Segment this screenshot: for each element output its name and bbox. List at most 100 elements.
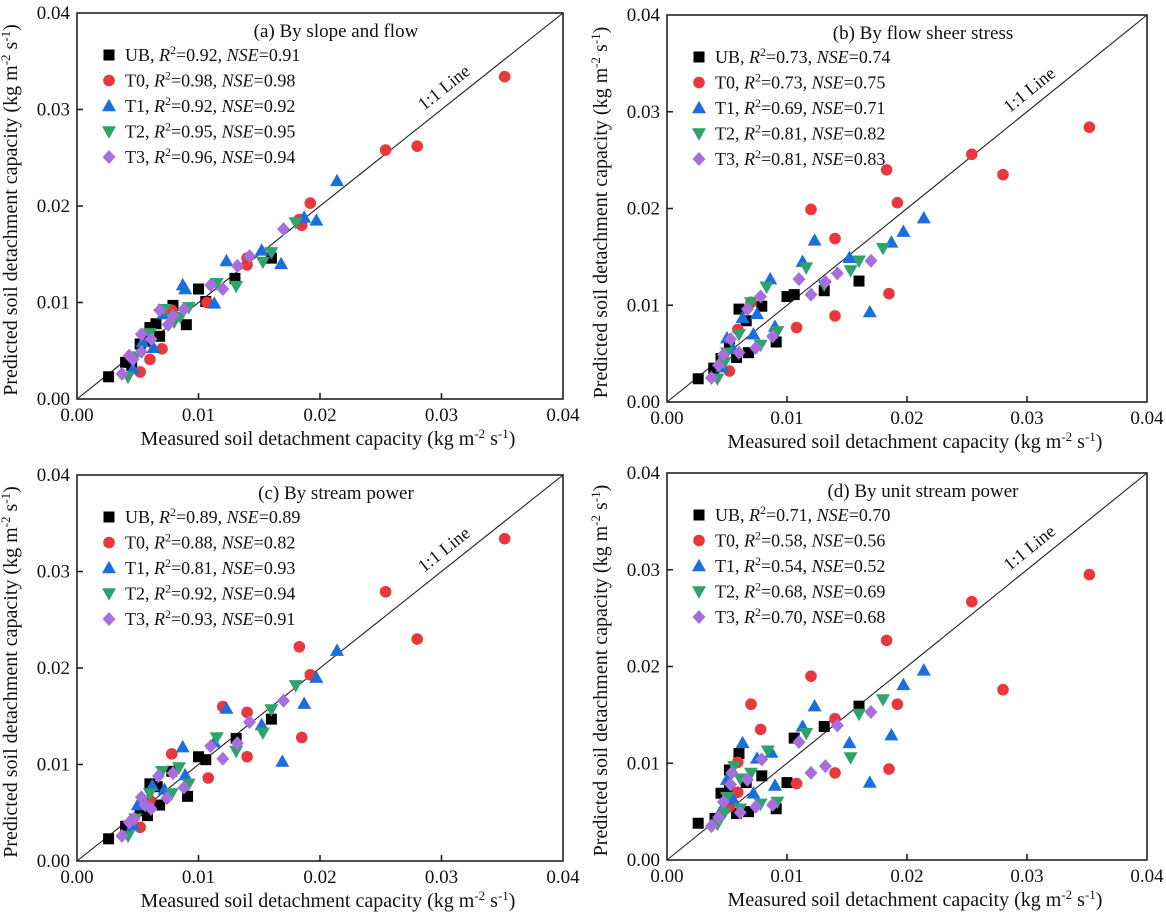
legend-nse-symbol: NSE: [811, 124, 844, 144]
legend-equals: =: [844, 124, 854, 144]
data-points: [103, 70, 511, 385]
data-point-ub: [134, 805, 146, 817]
x-axis-label-superscript: -2: [474, 888, 485, 903]
data-point-t3: [166, 766, 180, 781]
legend-item-ub: UB, R2=0.71, NSE=0.70: [693, 503, 891, 525]
legend-series-name: T2: [715, 124, 735, 144]
y-axis-label: Predicted soil detachment capacity (kg m…: [0, 24, 22, 396]
x-axis-label: Measured soil detachment capacity (kg m-…: [141, 426, 516, 451]
data-point-t0: [202, 772, 215, 784]
legend-marker-triangle-down-icon: [692, 586, 706, 599]
legend-marker-circle-icon: [103, 536, 115, 549]
data-point-t2: [164, 788, 179, 801]
data-point-t0: [805, 670, 817, 682]
legend-nse-symbol: NSE: [811, 98, 844, 118]
data-point-t3: [712, 810, 726, 825]
legend-separator: ,: [803, 124, 812, 144]
legend-nse-symbol: NSE: [816, 505, 849, 525]
legend-r2-value: 0.73: [771, 73, 803, 93]
data-point-ub: [229, 272, 241, 284]
series-t3: [115, 693, 291, 843]
legend-r2-symbol: R: [153, 147, 165, 167]
x-tick-label: 0.02: [890, 408, 923, 429]
data-point-t1: [746, 786, 761, 799]
legend-item-t2: T2, R2=0.68, NSE=0.69: [692, 580, 885, 602]
legend-r2-symbol: R: [153, 71, 165, 91]
legend-separator: ,: [803, 582, 812, 602]
legend-equals: =: [761, 607, 771, 627]
y-axis-label-part: s: [590, 502, 612, 515]
y-axis-label-part: Predicted soil detachment capacity (kg m: [0, 65, 22, 396]
data-point-ub: [193, 751, 204, 763]
legend-nse-value: 0.74: [859, 47, 891, 67]
data-point-t0: [379, 144, 392, 156]
legend-label: T2, R2=0.81, NSE=0.82: [715, 122, 885, 144]
data-point-t2: [843, 752, 858, 765]
legend-equals: =: [259, 507, 269, 527]
legend-item-t0: T0, R2=0.88, NSE=0.82: [103, 531, 295, 553]
data-point-t3: [177, 780, 191, 795]
panel-title: (c) By stream power: [258, 483, 414, 504]
legend-nse-symbol: NSE: [221, 609, 254, 629]
legend-r2-value: 0.81: [181, 558, 213, 578]
data-point-t3: [704, 819, 718, 834]
data-point-ub: [154, 799, 166, 811]
legend-nse-value: 0.83: [854, 149, 886, 169]
legend-r2-superscript: 2: [755, 580, 761, 594]
legend-nse-value: 0.69: [854, 582, 886, 602]
data-point-t0: [304, 197, 317, 209]
x-tick-label: 0.02: [303, 867, 336, 888]
data-point-t3: [792, 734, 806, 749]
legend-equals: =: [761, 582, 771, 602]
data-point-t2: [142, 788, 157, 801]
legend-r2-value: 0.73: [776, 47, 808, 67]
series-t3: [704, 253, 878, 385]
data-points: [692, 121, 1096, 386]
legend-nse-value: 0.75: [854, 73, 886, 93]
x-axis-label-part: s: [485, 890, 498, 912]
legend-item-t1: T1, R2=0.69, NSE=0.71: [692, 96, 885, 118]
legend-r2-value: 0.70: [771, 607, 803, 627]
legend-equals: =: [254, 71, 264, 91]
data-point-t2: [760, 745, 775, 758]
legend-label: T0, R2=0.73, NSE=0.75: [715, 71, 885, 93]
y-tick-label: 0.02: [627, 199, 660, 220]
data-point-ub: [180, 319, 192, 331]
legend-equals: =: [171, 122, 181, 142]
series-t0: [723, 568, 1096, 813]
one-to-one-line-label: 1:1 Line: [999, 63, 1059, 117]
legend-equals: =: [171, 533, 181, 553]
y-tick-label: 0.03: [37, 562, 70, 583]
y-axis-label: Predicted soil detachment capacity (kg m…: [588, 485, 613, 857]
legend-equals: =: [171, 147, 181, 167]
legend-nse-value: 0.92: [264, 96, 296, 116]
data-point-t0: [134, 366, 146, 378]
legend-item-t1: T1, R2=0.81, NSE=0.93: [102, 556, 295, 578]
data-point-t3: [716, 794, 730, 809]
data-point-t0: [411, 140, 424, 152]
x-axis-label-superscript: -1: [1085, 887, 1096, 902]
legend-nse-symbol: NSE: [811, 149, 844, 169]
data-point-t1: [330, 643, 345, 656]
legend-r2-symbol: R: [158, 507, 170, 527]
legend-r2-symbol: R: [743, 124, 755, 144]
legend-equals: =: [844, 556, 854, 576]
data-point-t1: [842, 250, 857, 264]
data-point-t0: [829, 310, 841, 322]
legend-nse-symbol: NSE: [221, 71, 254, 91]
legend-label: T3, R2=0.93, NSE=0.91: [125, 607, 295, 629]
legend-nse-value: 0.70: [859, 505, 891, 525]
data-point-t0: [241, 706, 253, 719]
legend-r2-symbol: R: [743, 607, 755, 627]
legend-r2-superscript: 2: [755, 71, 761, 85]
data-point-t2: [744, 767, 758, 781]
legend-equals: =: [259, 45, 269, 65]
legend-r2-value: 0.81: [771, 124, 803, 144]
legend-nse-symbol: NSE: [221, 96, 254, 116]
data-point-t2: [759, 281, 774, 295]
legend-item-t3: T3, R2=0.81, NSE=0.83: [692, 147, 886, 169]
legend-nse-symbol: NSE: [226, 45, 259, 65]
data-point-t1: [862, 304, 877, 318]
legend-r2-value: 0.69: [771, 98, 803, 118]
